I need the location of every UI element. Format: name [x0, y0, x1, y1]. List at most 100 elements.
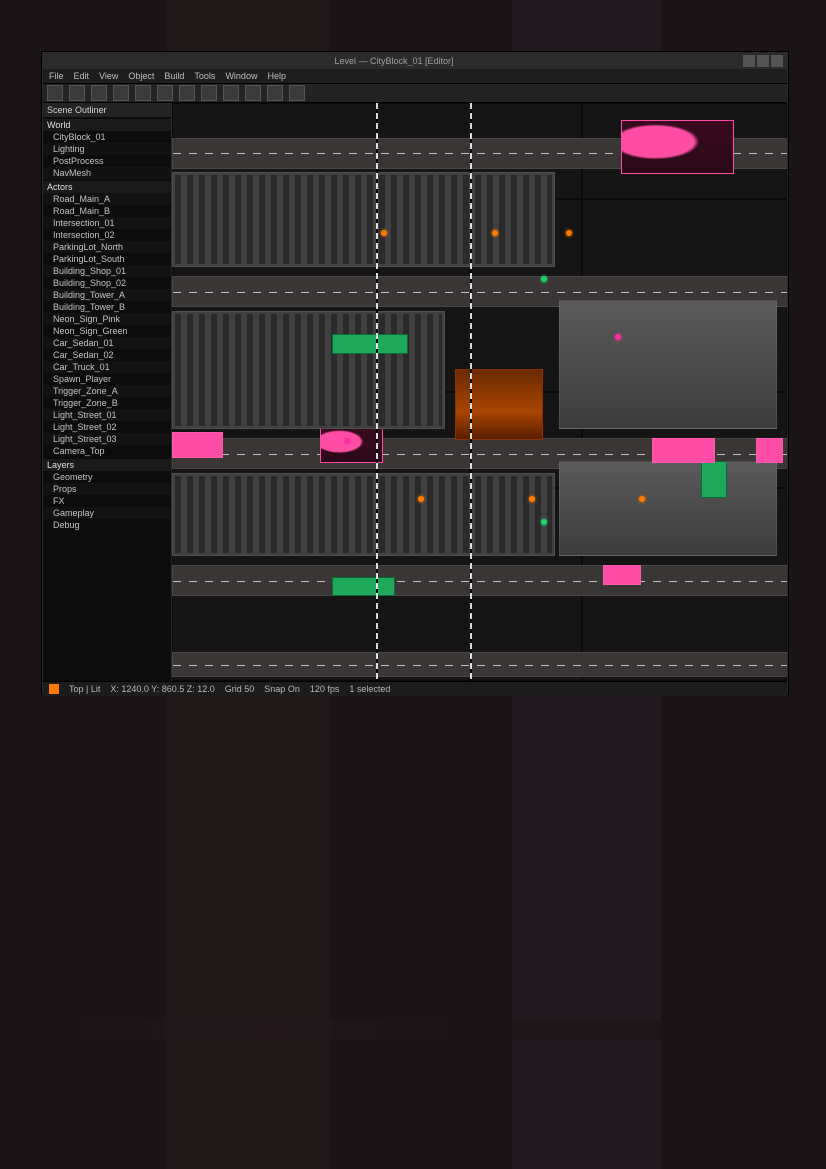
asset-sign_green_3[interactable] — [332, 577, 396, 596]
asset-sign_green_1[interactable] — [332, 334, 408, 353]
maximize-button[interactable] — [757, 55, 769, 67]
outliner-section-world[interactable]: World — [43, 119, 171, 131]
outliner-section-layers[interactable]: Layers — [43, 459, 171, 471]
asset-building_grey_1[interactable] — [559, 300, 776, 429]
play-button[interactable] — [157, 85, 173, 101]
settings-button[interactable] — [289, 85, 305, 101]
outliner-item[interactable]: Building_Tower_A — [43, 289, 171, 301]
menu-window[interactable]: Window — [225, 71, 257, 81]
scale-button[interactable] — [113, 85, 129, 101]
outliner-item[interactable]: PostProcess — [43, 155, 171, 167]
viewport-seam-0 — [376, 103, 378, 681]
asset-road_bottom[interactable] — [172, 652, 787, 677]
outliner-item[interactable]: Road_Main_A — [43, 193, 171, 205]
asset-sign_pink_2[interactable] — [756, 438, 783, 463]
status-accent-chip-icon — [49, 684, 59, 694]
outliner-item[interactable]: Gameplay — [43, 507, 171, 519]
grid-button[interactable] — [245, 85, 261, 101]
asset-car_pink_1[interactable] — [621, 120, 734, 174]
asset-car_pink_2[interactable] — [320, 427, 384, 464]
close-button[interactable] — [771, 55, 783, 67]
status-grid: Grid 50 — [225, 684, 255, 694]
snap-button[interactable] — [135, 85, 151, 101]
marker-orange-icon[interactable] — [529, 496, 535, 502]
outliner-item[interactable]: Car_Sedan_02 — [43, 349, 171, 361]
marker-pink-icon[interactable] — [615, 334, 621, 340]
level-viewport[interactable] — [172, 103, 787, 681]
marker-orange-icon[interactable] — [418, 496, 424, 502]
select-button[interactable] — [47, 85, 63, 101]
outliner-item[interactable]: Light_Street_03 — [43, 433, 171, 445]
asset-lot_mid[interactable] — [172, 311, 445, 429]
menu-help[interactable]: Help — [267, 71, 286, 81]
asset-sign_green_2[interactable] — [701, 461, 728, 498]
outliner-item[interactable]: Spawn_Player — [43, 373, 171, 385]
scene-outliner-panel: Scene Outliner WorldCityBlock_01Lighting… — [43, 103, 172, 681]
marker-orange-icon[interactable] — [492, 230, 498, 236]
menu-object[interactable]: Object — [128, 71, 154, 81]
rotate-button[interactable] — [91, 85, 107, 101]
layers-button[interactable] — [267, 85, 283, 101]
toolbar — [43, 84, 787, 103]
outliner-item[interactable]: Camera_Top — [43, 445, 171, 457]
page-lower-region — [42, 700, 786, 1040]
outliner-item[interactable]: Props — [43, 483, 171, 495]
outliner-item[interactable]: Trigger_Zone_B — [43, 397, 171, 409]
move-button[interactable] — [69, 85, 85, 101]
outliner-item[interactable]: Building_Tower_B — [43, 301, 171, 313]
outliner-item[interactable]: Debug — [43, 519, 171, 531]
outliner-item[interactable]: Car_Truck_01 — [43, 361, 171, 373]
outliner-item[interactable]: NavMesh — [43, 167, 171, 179]
main-split: Scene Outliner WorldCityBlock_01Lighting… — [43, 103, 787, 681]
status-snap: Snap On — [264, 684, 300, 694]
pause-button[interactable] — [179, 85, 195, 101]
outliner-item[interactable]: Neon_Sign_Green — [43, 325, 171, 337]
outliner-item[interactable]: Building_Shop_01 — [43, 265, 171, 277]
scene-outliner-header: Scene Outliner — [43, 103, 171, 117]
menu-view[interactable]: View — [99, 71, 118, 81]
marker-orange-icon[interactable] — [566, 230, 572, 236]
minimize-button[interactable] — [743, 55, 755, 67]
asset-sign_pink_3[interactable] — [603, 565, 642, 584]
status-selection: 1 selected — [349, 684, 390, 694]
scene-outliner-tree[interactable]: WorldCityBlock_01LightingPostProcessNavM… — [43, 119, 171, 531]
outliner-item[interactable]: Lighting — [43, 143, 171, 155]
window-titlebar[interactable]: Level — CityBlock_01 [Editor] — [43, 53, 787, 69]
menu-build[interactable]: Build — [164, 71, 184, 81]
outliner-item[interactable]: ParkingLot_North — [43, 241, 171, 253]
outliner-item[interactable]: Geometry — [43, 471, 171, 483]
asset-sign_pink_4[interactable] — [172, 432, 223, 457]
outliner-item[interactable]: Trigger_Zone_A — [43, 385, 171, 397]
outliner-item[interactable]: Car_Sedan_01 — [43, 337, 171, 349]
asset-building_grey_2[interactable] — [559, 461, 776, 555]
viewport-seam-1 — [470, 103, 472, 681]
asset-lot_south[interactable] — [172, 473, 555, 556]
asset-sign_pink_1[interactable] — [652, 438, 716, 463]
asset-building_orange_1[interactable] — [455, 369, 543, 440]
window-title: Level — CityBlock_01 [Editor] — [47, 56, 741, 66]
menu-edit[interactable]: Edit — [74, 71, 90, 81]
step-button[interactable] — [201, 85, 217, 101]
outliner-item[interactable]: FX — [43, 495, 171, 507]
outliner-item[interactable]: Road_Main_B — [43, 205, 171, 217]
outliner-item[interactable]: Intersection_01 — [43, 217, 171, 229]
camera-button[interactable] — [223, 85, 239, 101]
menu-file[interactable]: File — [49, 71, 64, 81]
outliner-item[interactable]: Light_Street_02 — [43, 421, 171, 433]
outliner-item[interactable]: ParkingLot_South — [43, 253, 171, 265]
outliner-item[interactable]: Light_Street_01 — [43, 409, 171, 421]
outliner-section-actors[interactable]: Actors — [43, 181, 171, 193]
asset-lot_north[interactable] — [172, 172, 555, 266]
outliner-item[interactable]: Neon_Sign_Pink — [43, 313, 171, 325]
asset-road_mid_3[interactable] — [172, 565, 787, 596]
menubar: File Edit View Object Build Tools Window Help — [43, 69, 787, 84]
outliner-item[interactable]: CityBlock_01 — [43, 131, 171, 143]
editor-window: Level — CityBlock_01 [Editor] File Edit Vi… — [42, 52, 788, 694]
page-accent-stripe — [42, 1020, 786, 1040]
status-fps: 120 fps — [310, 684, 340, 694]
status-coords: X: 1240.0 Y: 860.5 Z: 12.0 — [110, 684, 214, 694]
outliner-item[interactable]: Building_Shop_02 — [43, 277, 171, 289]
outliner-item[interactable]: Intersection_02 — [43, 229, 171, 241]
status-mode: Top | Lit — [69, 684, 100, 694]
menu-tools[interactable]: Tools — [194, 71, 215, 81]
